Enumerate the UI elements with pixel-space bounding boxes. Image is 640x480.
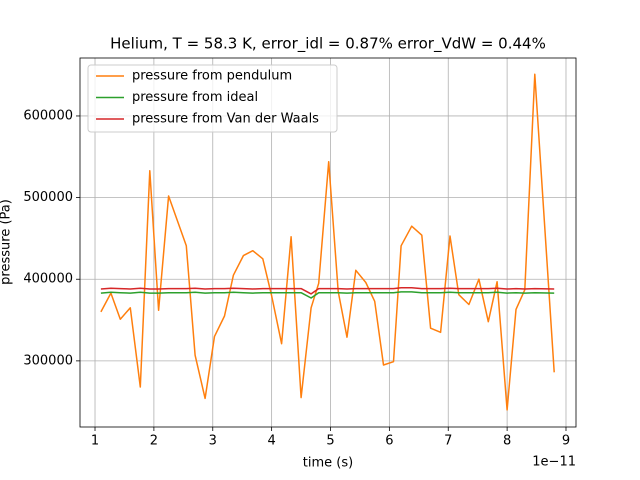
y-tick-label: 500000 <box>23 190 73 205</box>
legend-label: pressure from ideal <box>132 90 258 105</box>
y-axis-label: pressure (Pa) <box>0 199 14 285</box>
x-offset-label: 1e−11 <box>532 455 576 470</box>
x-axis-label: time (s) <box>303 456 353 471</box>
plot-frame <box>79 57 577 428</box>
x-tick-label: 7 <box>444 434 452 449</box>
x-tick-label: 1 <box>91 434 99 449</box>
x-tick-label: 4 <box>267 434 275 449</box>
legend-box <box>87 64 338 133</box>
x-tick-label: 8 <box>503 434 511 449</box>
y-tick-label: 300000 <box>23 353 73 368</box>
chart-title: Helium, T = 58.3 K, error_idl = 0.87% er… <box>110 35 546 54</box>
x-tick-label: 5 <box>326 434 334 449</box>
x-tick-label: 6 <box>385 434 393 449</box>
x-tick-label: 3 <box>209 434 217 449</box>
data-line <box>100 73 555 411</box>
y-tick-label: 400000 <box>23 272 73 287</box>
data-line <box>100 291 555 299</box>
x-tick-label: 9 <box>562 434 570 449</box>
x-tick-label: 2 <box>150 434 158 449</box>
legend-label: pressure from pendulum <box>132 69 292 84</box>
y-tick-label: 600000 <box>23 108 73 123</box>
data-line <box>100 287 555 295</box>
legend-label: pressure from Van der Waals <box>132 112 319 127</box>
